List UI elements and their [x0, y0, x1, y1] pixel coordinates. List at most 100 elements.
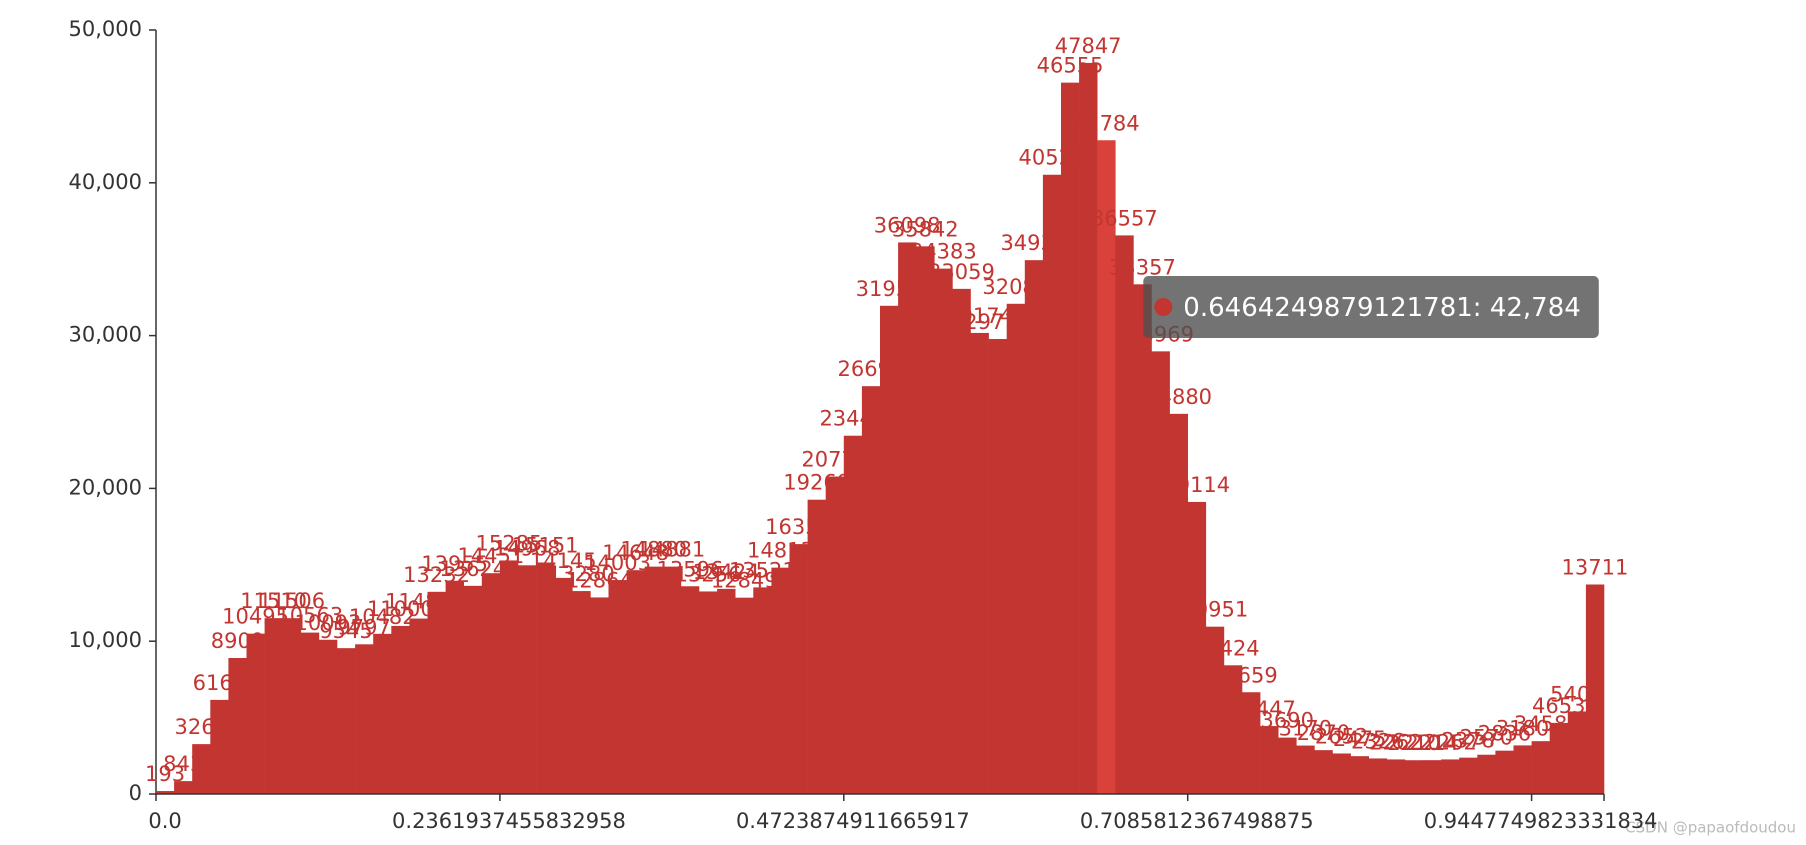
bar: [499, 560, 519, 794]
bar: [1531, 741, 1550, 794]
value-label: 2836: [1478, 722, 1531, 746]
bar: [1242, 692, 1261, 794]
value-label: 9797: [337, 615, 390, 639]
bar: [825, 476, 845, 794]
bar: [1368, 758, 1388, 794]
value-label: 29776: [964, 310, 1031, 334]
bar: [391, 625, 410, 794]
bar: [536, 562, 555, 794]
tooltip-sep: :: [1473, 293, 1490, 323]
bar: [753, 587, 772, 794]
value-label: 31950: [856, 277, 923, 301]
value-label: 10495: [222, 605, 289, 629]
value-label: 15285: [476, 531, 543, 555]
y-tick-label: 20,000: [69, 475, 142, 499]
value-label: 34383: [910, 240, 977, 264]
value-label: 20776: [801, 448, 868, 472]
bar: [952, 288, 971, 794]
value-label: 19260: [783, 471, 850, 495]
y-tick-label: 40,000: [69, 170, 142, 194]
bar: [174, 781, 193, 794]
value-label: 193: [145, 762, 185, 786]
value-label: 14648: [602, 541, 669, 565]
bar: [735, 597, 754, 794]
bar: [771, 567, 790, 794]
value-label: 26690: [838, 357, 905, 381]
value-label: 13521: [729, 558, 796, 582]
value-label: 14880: [620, 538, 687, 562]
value-label: 9545: [319, 619, 372, 643]
bar: [789, 544, 808, 794]
value-label: 2475: [1333, 727, 1386, 751]
value-label: 12864: [566, 568, 633, 592]
value-label: 14003: [584, 551, 651, 575]
value-label: 10563: [276, 604, 343, 628]
x-tick-label: 0.0: [148, 809, 181, 833]
bar: [554, 577, 573, 794]
value-label: 6659: [1224, 663, 1277, 687]
x-tick-label: 0.7085812367498875: [1080, 809, 1314, 833]
value-label: 13256: [675, 562, 742, 586]
value-label: 2570: [1460, 726, 1513, 750]
value-label: 8900: [211, 629, 264, 653]
bar: [1260, 726, 1279, 794]
tooltip-value: 42,784: [1490, 293, 1581, 323]
value-label: 14881: [638, 538, 705, 562]
value-label: 2326: [1351, 729, 1404, 753]
bar: [1386, 759, 1406, 794]
value-label: 42784: [1073, 111, 1140, 135]
value-label: 4447: [1242, 697, 1295, 721]
bar: [1024, 260, 1044, 795]
value-label: 13280: [548, 562, 615, 586]
bar: [409, 618, 428, 794]
bar: [1441, 759, 1460, 794]
value-label: 34937: [1000, 231, 1067, 255]
bar: [246, 633, 265, 794]
value-label: 2262: [1423, 730, 1476, 754]
bar: [1187, 501, 1207, 794]
bar: [662, 566, 682, 794]
value-label: 3690: [1261, 709, 1314, 733]
value-label: 33059: [928, 260, 995, 284]
bar: [427, 591, 446, 794]
value-label: 10482: [349, 605, 416, 629]
bar: [445, 580, 464, 794]
y-tick-label: 10,000: [69, 628, 142, 652]
bar: [1169, 413, 1188, 794]
bar: [1061, 82, 1080, 795]
tooltip-text: 0.6464249879121781: 42,784: [1183, 293, 1581, 323]
bar: [680, 586, 700, 794]
value-label: 3170: [1279, 717, 1332, 741]
y-tick-label: 50,000: [69, 17, 142, 41]
value-label: 14145: [530, 549, 597, 573]
value-label: 12849: [711, 569, 778, 593]
bar: [282, 618, 302, 794]
bar: [880, 305, 899, 794]
value-label: 32082: [982, 275, 1049, 299]
value-label: 16355: [765, 515, 832, 539]
tooltip-marker: [1154, 298, 1173, 316]
value-label: 14968: [494, 536, 561, 560]
bar: [898, 242, 917, 795]
bar: [1495, 750, 1514, 794]
y-tick-label: 0: [129, 781, 142, 805]
bar: [1133, 284, 1152, 794]
value-label: 13711: [1562, 555, 1629, 579]
bar: [1097, 140, 1116, 794]
value-label: 2652: [1315, 724, 1368, 748]
bar: [1423, 760, 1442, 794]
value-label: 3180: [1496, 716, 1549, 740]
bar: [717, 588, 736, 794]
x-tick-label: 0.4723874911665917: [736, 809, 970, 833]
value-label: 3264: [175, 715, 228, 739]
value-label: 8424: [1206, 636, 1259, 660]
bar: [934, 268, 953, 794]
x-tick-label: 0.9447749823331834: [1424, 809, 1658, 833]
value-label: 13424: [693, 560, 760, 584]
value-label: 19114: [1163, 473, 1230, 497]
value-label: 33357: [1109, 255, 1176, 279]
value-label: 2262: [1369, 730, 1422, 754]
value-label: 15151: [512, 533, 579, 557]
bar: [608, 580, 627, 794]
